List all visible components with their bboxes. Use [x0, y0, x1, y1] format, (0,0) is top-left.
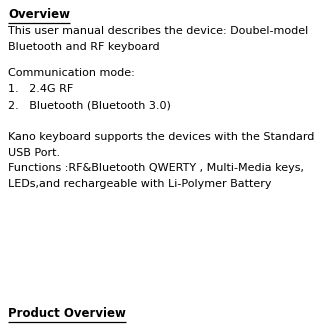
- Text: Bluetooth and RF keyboard: Bluetooth and RF keyboard: [8, 42, 160, 52]
- Text: Overview: Overview: [8, 8, 70, 21]
- Text: LEDs,and rechargeable with Li-Polymer Battery: LEDs,and rechargeable with Li-Polymer Ba…: [8, 179, 272, 189]
- Text: Product Overview: Product Overview: [8, 307, 126, 320]
- Text: 1.   2.4G RF: 1. 2.4G RF: [8, 84, 73, 94]
- Text: This user manual describes the device: Doubel-model: This user manual describes the device: D…: [8, 26, 308, 36]
- Text: Kano keyboard supports the devices with the Standard: Kano keyboard supports the devices with …: [8, 132, 314, 142]
- Text: Communication mode:: Communication mode:: [8, 68, 135, 78]
- Text: USB Port.: USB Port.: [8, 148, 60, 158]
- Text: 2.   Bluetooth (Bluetooth 3.0): 2. Bluetooth (Bluetooth 3.0): [8, 100, 171, 110]
- Text: Functions :RF&Bluetooth QWERTY , Multi-Media keys,: Functions :RF&Bluetooth QWERTY , Multi-M…: [8, 163, 304, 173]
